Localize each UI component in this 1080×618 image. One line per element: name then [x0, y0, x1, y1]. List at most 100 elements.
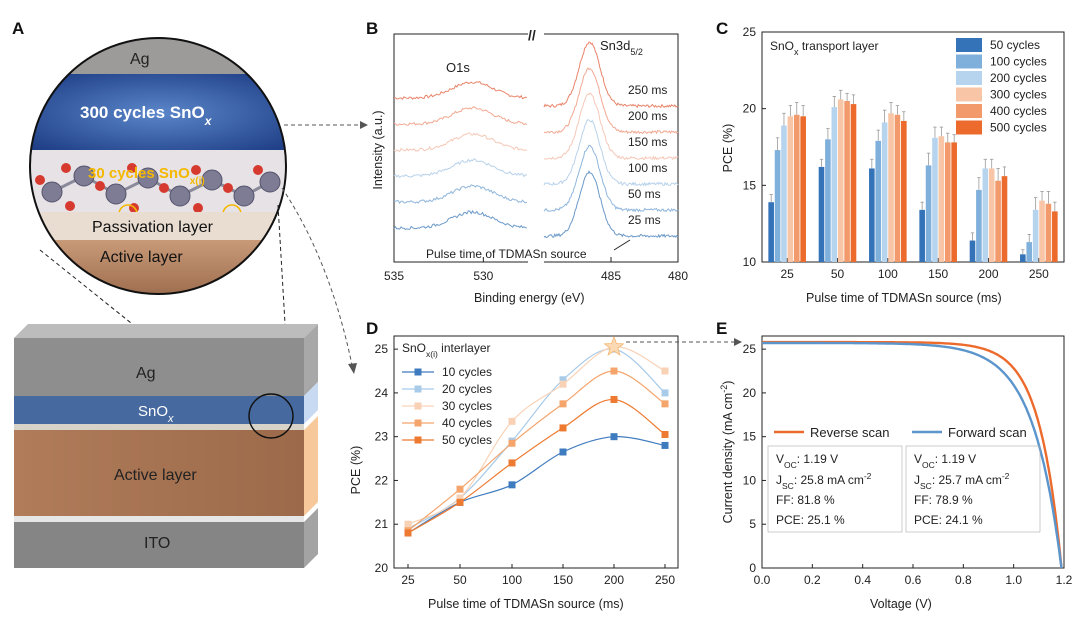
- spectrum-sn3d-250-ms: [543, 41, 679, 109]
- bar-200-cycles-200: [982, 168, 989, 262]
- legend-label-c: 300 cycles: [990, 88, 1047, 102]
- marker-50-cycles: [559, 424, 567, 432]
- x-tick-label-d: 25: [401, 573, 415, 587]
- series-label-25-ms: 25 ms: [628, 213, 661, 227]
- chart-c-xlabel: Pulse time of TDMASn source (ms): [806, 291, 1002, 305]
- panel-label-a: A: [12, 19, 24, 38]
- y-tick-label-e: 0: [749, 561, 756, 575]
- tin-atom: [73, 165, 95, 187]
- tick-label-b: 530: [473, 269, 493, 283]
- bar-100-cycles-200: [976, 189, 982, 262]
- tin-atom: [41, 181, 63, 203]
- marker-30-cycles: [404, 520, 412, 528]
- y-tick-label-e: 5: [749, 517, 756, 531]
- marker-30-cycles: [661, 367, 669, 375]
- legend-label-c: 50 cycles: [990, 38, 1040, 52]
- bar-400-cycles-100: [894, 114, 901, 262]
- series-label-250-ms: 250 ms: [628, 83, 667, 97]
- metrics-reverse: VOC: 1.19 V JSC: 25.8 mA cm-2 FF: 81.8 %…: [776, 452, 872, 527]
- marker-50-cycles: [456, 498, 464, 506]
- svg-text:JSC: 25.7 mA cm-2: JSC: 25.7 mA cm-2: [914, 471, 1010, 491]
- oxygen-atom: [127, 163, 137, 173]
- x-tick-label-c: 25: [780, 267, 794, 281]
- legend-label-e: Forward scan: [948, 425, 1027, 440]
- svg-text:VOC: 1.19 V: VOC: 1.19 V: [776, 452, 838, 470]
- line-40-cycles: [407, 370, 666, 532]
- marker-20-cycles: [661, 389, 669, 397]
- spectrum-sn3d-100-ms: [543, 118, 679, 187]
- legend-label-d: 20 cycles: [442, 382, 492, 396]
- spectrum-o1s-50-ms: [393, 184, 528, 205]
- y-tick-label-c: 15: [743, 178, 757, 192]
- y-tick-label-d: 23: [375, 430, 389, 444]
- y-tick-label-d: 25: [375, 342, 389, 356]
- series-label-100-ms: 100 ms: [628, 161, 667, 175]
- stack-ag-layer: [14, 338, 304, 396]
- x-tick-label-c: 150: [928, 267, 948, 281]
- bar-500-cycles-200: [1001, 176, 1008, 262]
- bar-200-cycles-150: [932, 137, 938, 262]
- oxygen-atom: [35, 175, 45, 185]
- stack-ag-label: Ag: [136, 365, 156, 382]
- bar-100-cycles-100: [875, 140, 882, 262]
- x-tick-label-d: 250: [655, 573, 675, 587]
- spectrum-o1s-100-ms: [393, 158, 527, 179]
- circle-snox-label: 300 cycles SnOx: [80, 103, 213, 128]
- chart-b-xlabel: Binding energy (eV): [474, 291, 584, 305]
- y-tick-label-e: 20: [743, 386, 757, 400]
- spectrum-sn3d-50-ms: [543, 144, 679, 213]
- series-label-150-ms: 150 ms: [628, 135, 667, 149]
- bar-300-cycles-200: [988, 168, 995, 262]
- tin-atom: [259, 171, 281, 193]
- marker-10-cycles: [661, 441, 669, 449]
- bar-50-cycles-100: [869, 168, 875, 262]
- legend-marker-d: [414, 368, 422, 376]
- x-tick-label-d: 50: [453, 573, 467, 587]
- circle-interlayer-label: 30 cycles SnOx(i): [88, 165, 205, 187]
- arrow-to-b-head: [360, 121, 368, 129]
- bar-500-cycles-50: [850, 104, 857, 262]
- circle-snox-layer: [30, 74, 286, 152]
- chart-b-annotation: Pulse time of TDMASn source: [426, 247, 587, 261]
- stack-ito-layer: [14, 522, 304, 568]
- bar-50-cycles-250: [1020, 254, 1026, 262]
- y-tick-label-e: 25: [743, 342, 757, 356]
- legend-label-c: 200 cycles: [990, 71, 1047, 85]
- svg-text:FF: 81.8 %: FF: 81.8 %: [776, 493, 835, 507]
- bar-300-cycles-150: [938, 136, 945, 262]
- spectrum-o1s-200-ms: [393, 106, 528, 126]
- oxygen-atom: [253, 165, 263, 175]
- marker-40-cycles: [661, 400, 669, 408]
- arrow-to-d-head: [348, 363, 357, 374]
- oxygen-atom: [193, 203, 203, 213]
- metrics-box-reverse: [767, 445, 903, 533]
- arrow-d-to-e-head: [734, 337, 742, 346]
- chart-d-ylabel: PCE (%): [349, 446, 363, 495]
- legend-marker-d: [414, 436, 422, 444]
- svg-text:PCE: 24.1 %: PCE: 24.1 %: [914, 513, 983, 527]
- marker-40-cycles: [456, 485, 464, 493]
- marker-30-cycles: [456, 494, 464, 502]
- bar-50-cycles-150: [919, 209, 925, 262]
- series-label-200-ms: 200 ms: [628, 109, 667, 123]
- legend-label-c: 500 cycles: [990, 121, 1047, 135]
- y-tick-label-c: 20: [743, 102, 757, 116]
- stack-active-label: Active layer: [114, 467, 197, 484]
- bar-400-cycles-250: [1045, 203, 1052, 262]
- bar-100-cycles-150: [925, 165, 932, 262]
- x-tick-label-e: 1.0: [1005, 573, 1022, 587]
- x-tick-label-e: 0.0: [754, 573, 771, 587]
- bar-300-cycles-50: [837, 99, 844, 262]
- peak-label-sn3d: Sn3d5/2: [600, 38, 643, 57]
- y-tick-label-d: 24: [375, 386, 389, 400]
- stack-zoom-circle: [248, 393, 294, 439]
- x-tick-label-e: 0.8: [955, 573, 972, 587]
- bar-200-cycles-100: [881, 122, 888, 262]
- legend-swatch-c: [956, 38, 982, 52]
- stack-snox-label: SnOx: [138, 403, 174, 425]
- marker-10-cycles: [508, 481, 516, 489]
- bar-50-cycles-50: [818, 166, 825, 262]
- legend-label-d: 40 cycles: [442, 416, 492, 430]
- bar-400-cycles-50: [844, 101, 850, 262]
